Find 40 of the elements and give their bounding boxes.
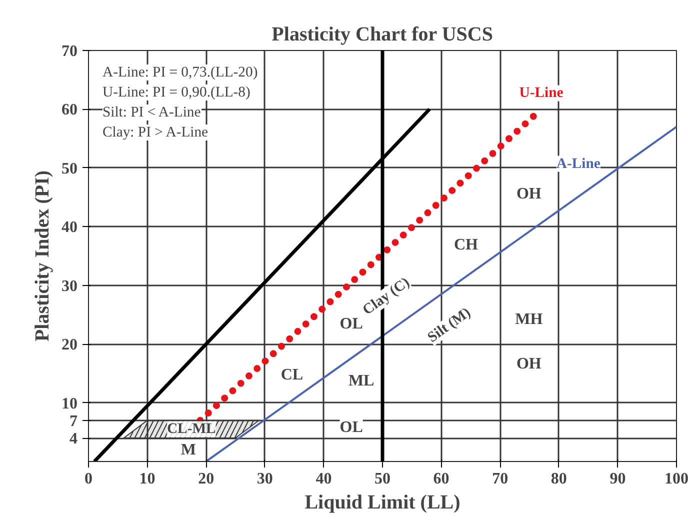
annotation: CH bbox=[454, 236, 479, 254]
x-tick-label: 20 bbox=[198, 470, 214, 488]
y-tick-label: 4 bbox=[70, 430, 78, 448]
x-tick-label: 10 bbox=[139, 470, 156, 488]
y-tick-label: 10 bbox=[62, 395, 78, 412]
y-axis-title: Plasticity Index (PI) bbox=[32, 170, 54, 342]
y-tick-label: 20 bbox=[62, 336, 78, 354]
x-tick-label: 50 bbox=[374, 470, 390, 488]
y-tick-label: 60 bbox=[62, 102, 78, 119]
annotation: M bbox=[180, 441, 196, 458]
x-tick-label: 100 bbox=[664, 470, 688, 488]
annotation: CL bbox=[280, 366, 304, 384]
y-tick-label: 30 bbox=[62, 278, 78, 295]
x-tick-label: 70 bbox=[492, 470, 508, 488]
annotation: ML bbox=[348, 372, 374, 390]
series-label: CL-ML bbox=[166, 421, 216, 438]
y-tick-label: 70 bbox=[62, 43, 78, 60]
series-label: U-Line bbox=[519, 85, 564, 102]
annotation: Silt: PI < A-Line bbox=[102, 104, 201, 120]
annotation: U-Line: PI = 0,90.(LL-8) bbox=[102, 84, 250, 100]
x-tick-label: 30 bbox=[256, 470, 273, 488]
y-tick-label: 7 bbox=[70, 412, 78, 430]
annotation: Clay: PI > A-Line bbox=[102, 124, 208, 140]
annotation: Clay (C) bbox=[360, 274, 413, 318]
x-axis-title: Liquid Limit (LL) bbox=[304, 492, 460, 514]
x-tick-label: 0 bbox=[84, 470, 92, 488]
annotation: Silt (M) bbox=[424, 304, 474, 346]
x-tick-label: 80 bbox=[550, 470, 567, 488]
annotation: A-Line: PI = 0,73.(LL-20) bbox=[102, 64, 258, 80]
y-tick-label: 50 bbox=[62, 160, 78, 178]
x-tick-label: 60 bbox=[433, 470, 450, 488]
x-tick-label: 90 bbox=[610, 470, 626, 488]
x-tick-label: 40 bbox=[316, 470, 332, 488]
series-label: A-Line bbox=[556, 156, 601, 172]
annotation: OH bbox=[516, 356, 542, 373]
chart-title: Plasticity Chart for USCS bbox=[272, 24, 493, 46]
annotation: OH bbox=[516, 185, 542, 202]
y-tick-label: 40 bbox=[62, 219, 78, 236]
annotation: MH bbox=[515, 310, 544, 328]
annotation: OL bbox=[340, 316, 363, 333]
